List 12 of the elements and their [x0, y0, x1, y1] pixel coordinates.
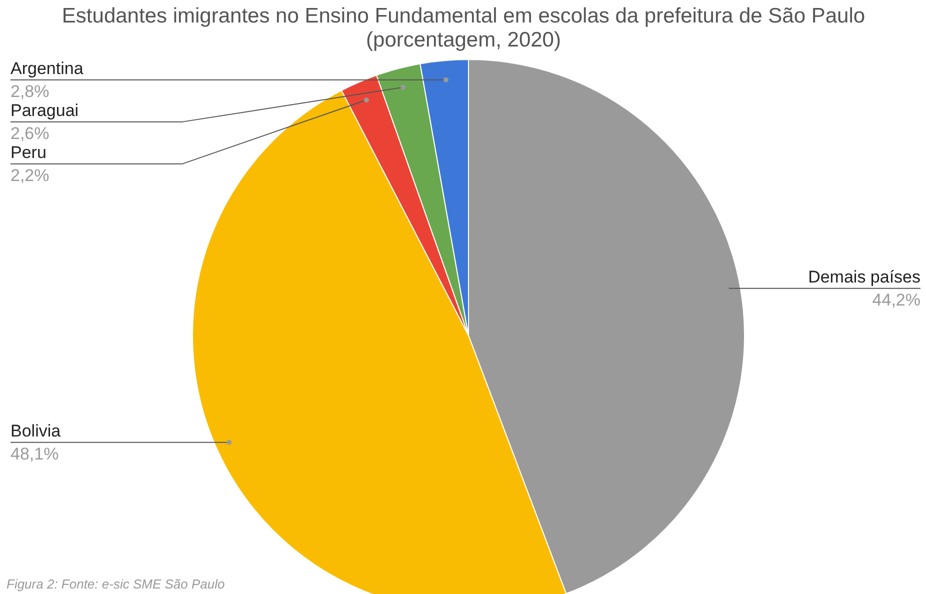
- data-label: 2,8%: [10, 82, 50, 101]
- data-label: 44,2%: [872, 290, 920, 310]
- data-label: 2,2%: [10, 166, 50, 185]
- slice-label: Peru: [10, 142, 46, 162]
- data-label: 48,1%: [10, 444, 59, 464]
- slice-label: Paraguai: [10, 100, 79, 120]
- text: Figura 2: Fonte: e-sic SME São Paulo: [6, 576, 225, 592]
- chart-title: Estudantes imigrantes no Ensino Fundamental em escolas da prefeitura de São Paulo (porcentagem, 2020): [62, 4, 866, 52]
- slice-label: Bolivia: [10, 421, 62, 440]
- data-label: 2,6%: [10, 124, 50, 143]
- slice-label: Demais países: [808, 267, 921, 286]
- slice-label: Argentina: [10, 58, 84, 78]
